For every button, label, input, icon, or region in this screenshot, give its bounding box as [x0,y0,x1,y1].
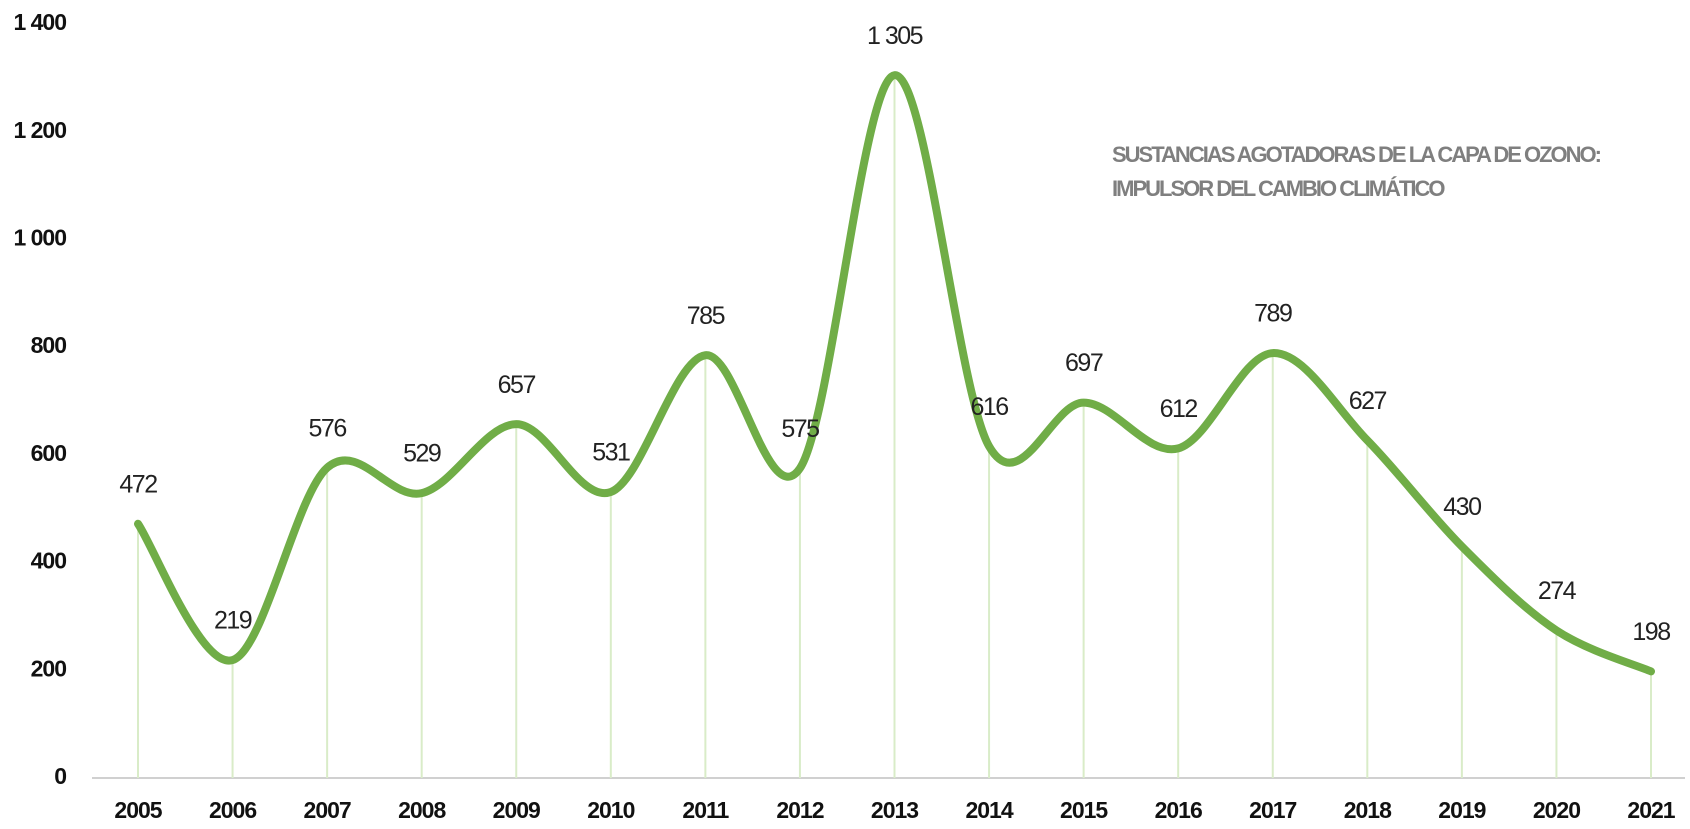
data-label: 472 [119,470,157,498]
x-tick-label: 2019 [1438,797,1485,823]
data-label: 657 [498,371,536,399]
x-tick-label: 2018 [1344,797,1392,823]
x-tick-label: 2007 [304,797,351,823]
x-tick-label: 2005 [114,797,162,823]
x-tick-label: 2016 [1155,797,1202,823]
data-label: 697 [1065,349,1103,377]
data-label: 531 [592,439,630,467]
data-label: 529 [403,440,441,468]
data-label: 612 [1160,395,1198,423]
y-tick-label: 800 [31,332,67,358]
y-tick-label: 400 [31,548,67,574]
y-tick-label: 1 200 [13,117,66,143]
data-label: 430 [1443,493,1481,521]
data-label: 576 [309,414,347,442]
x-tick-label: 2009 [493,797,540,823]
x-tick-label: 2014 [965,797,1013,823]
x-tick-label: 2006 [209,797,256,823]
data-label: 575 [781,415,819,443]
x-tick-label: 2013 [871,797,918,823]
x-tick-label: 2008 [398,797,446,823]
x-tick-label: 2015 [1060,797,1108,823]
y-tick-label: 1 400 [13,9,66,35]
line [134,71,1655,676]
y-tick-label: 200 [31,655,67,681]
chart-title: SUSTANCIAS AGOTADORAS DE LA CAPA DE OZON… [1112,142,1601,167]
data-label: 627 [1349,387,1387,415]
x-tick-label: 2021 [1627,797,1675,823]
y-tick-label: 0 [54,763,66,789]
x-tick-label: 2020 [1533,797,1580,823]
data-label: 616 [970,393,1008,421]
data-label: 219 [214,607,252,635]
y-tick-label: 600 [31,440,67,466]
data-label: 198 [1632,618,1670,646]
x-tick-label: 2017 [1249,797,1296,823]
data-label: 1 305 [867,22,923,50]
x-tick-label: 2012 [776,797,823,823]
x-tick-label: 2011 [682,797,729,823]
x-tick-label: 2010 [587,797,634,823]
chart-title: IMPULSOR DEL CAMBIO CLIMÁTICO [1112,176,1445,201]
data-label: 789 [1254,300,1292,328]
data-label: 785 [687,302,725,330]
data-label: 274 [1538,577,1577,605]
y-tick-label: 1 000 [13,225,66,251]
